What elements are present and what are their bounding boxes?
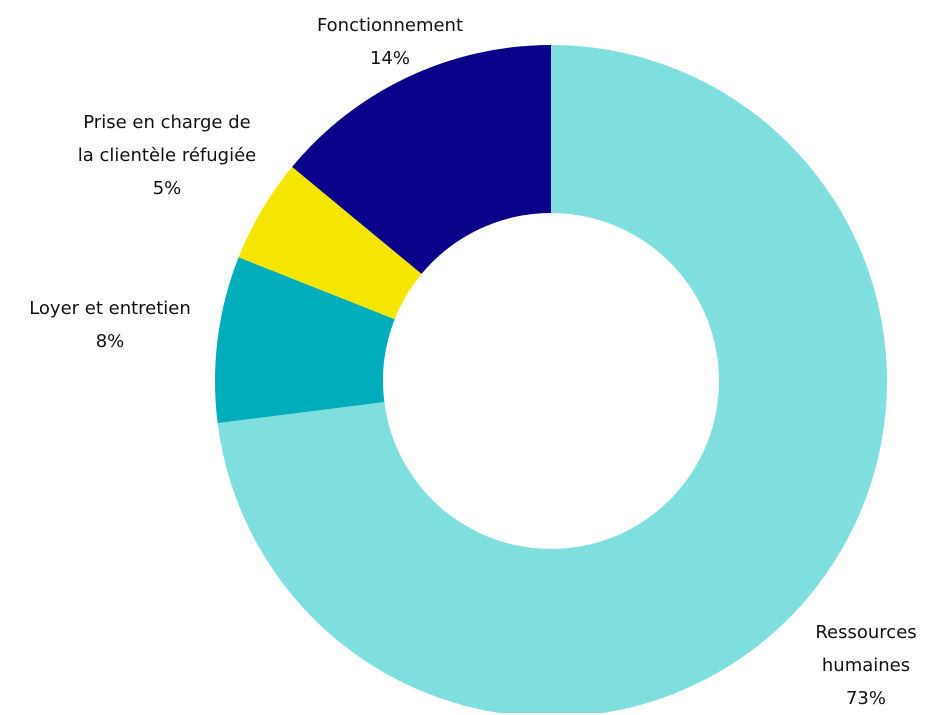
slice-label: Loyer et entretien 8%	[0, 292, 260, 358]
donut-slice	[217, 45, 887, 713]
category-name: Fonctionnement	[316, 15, 464, 36]
donut-slice	[215, 257, 395, 424]
donut-slice	[292, 45, 551, 274]
value-label: 5%	[152, 178, 182, 199]
slice-label: Ressources humaines 73%	[716, 616, 936, 715]
category-name: Loyer et entretien	[29, 298, 191, 319]
slice-label: Fonctionnement 14%	[240, 9, 540, 75]
value-label: 73%	[845, 688, 886, 709]
slice-label: Prise en charge de la clientèle réfugiée…	[17, 106, 317, 205]
value-label: 14%	[369, 48, 410, 69]
value-label: 8%	[95, 331, 125, 352]
category-name: Prise en charge de la clientèle réfugiée	[77, 112, 257, 166]
category-name: Ressources humaines	[815, 622, 917, 676]
donut-slice	[238, 166, 422, 320]
